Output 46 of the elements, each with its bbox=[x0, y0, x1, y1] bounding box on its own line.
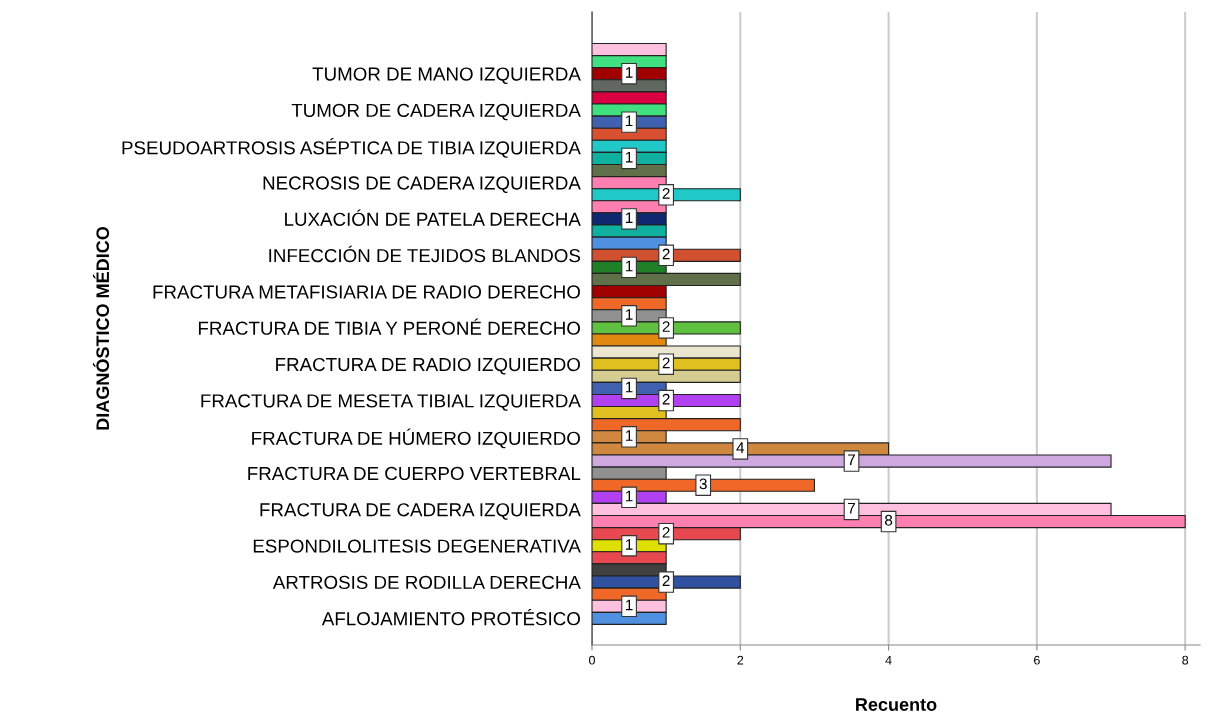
data-label: 1 bbox=[625, 212, 633, 223]
y-tick-label: FRACTURA DE TIBIA Y PERONÉ DERECHO bbox=[198, 318, 580, 335]
y-tick-label: FRACTURA DE MESETA TIBIAL IZQUIERDA bbox=[201, 394, 581, 411]
y-tick-label: FRACTURA DE RADIO IZQUIERDO bbox=[276, 357, 580, 375]
data-label: 1 bbox=[625, 151, 633, 163]
data-label: 1 bbox=[625, 67, 633, 78]
y-tick-label: FRACTURA DE CADERA IZQUIERDA bbox=[260, 503, 581, 520]
data-label: 2 bbox=[662, 321, 670, 332]
data-label: 7 bbox=[848, 454, 855, 465]
y-tick-label: AFLOJAMIENTO PROTÉSICO bbox=[321, 608, 580, 626]
data-label: 1 bbox=[625, 539, 633, 550]
data-label: 2 bbox=[662, 357, 670, 369]
data-label: 4 bbox=[736, 442, 745, 453]
x-tick-label: 2 bbox=[737, 655, 744, 665]
data-label: 1 bbox=[625, 490, 633, 502]
y-tick-label: FRACTURA METAFISIARIA DE RADIO DERECHO bbox=[153, 285, 580, 299]
data-label: 1 bbox=[625, 381, 633, 393]
x-tick-label: 6 bbox=[1034, 655, 1040, 665]
y-tick-label: FRACTURA DE HÚMERO IZQUIERDO bbox=[252, 428, 580, 449]
x-axis-title: Recuento bbox=[856, 698, 937, 711]
y-tick-label: LUXACIÓN DE PATELA DERECHA bbox=[285, 209, 581, 226]
data-label: 2 bbox=[662, 393, 670, 405]
y-tick-label: NECROSIS DE CADERA IZQUIERDA bbox=[263, 176, 581, 193]
data-label: 2 bbox=[662, 248, 670, 260]
data-label: 2 bbox=[662, 575, 670, 587]
data-label: 2 bbox=[662, 188, 670, 199]
data-label: 1 bbox=[625, 115, 633, 127]
data-label: 1 bbox=[625, 309, 633, 320]
data-label: 3 bbox=[699, 478, 707, 490]
y-tick-label: FRACTURA DE CUERPO VERTEBRAL bbox=[248, 466, 581, 481]
x-tick-label: 0 bbox=[589, 655, 595, 665]
data-label: 7 bbox=[848, 502, 855, 514]
y-tick-label: PSEUDOARTROSIS ASÉPTICA DE TIBIA IZQUIERDA bbox=[122, 138, 581, 158]
data-label: 2 bbox=[662, 526, 670, 538]
data-label: 8 bbox=[885, 514, 893, 526]
y-tick-label: TUMOR DE MANO IZQUIERDA bbox=[312, 67, 581, 85]
data-label: 1 bbox=[625, 430, 633, 441]
x-tick-label: 4 bbox=[885, 655, 892, 665]
data-label: 1 bbox=[625, 599, 633, 611]
y-tick-label: TUMOR DE CADERA IZQUIERDA bbox=[291, 103, 581, 121]
y-axis-title: DIAGNÓSTICO MÉDICO bbox=[92, 226, 110, 430]
x-tick-label: 8 bbox=[1182, 655, 1189, 665]
y-tick-label: ARTROSIS DE RODILLA DERECHA bbox=[272, 575, 581, 590]
y-tick-label: ESPONDILOLITESIS DEGENERATIVA bbox=[253, 539, 581, 553]
y-tick-label: INFECCIÓN DE TEJIDOS BLANDOS bbox=[269, 245, 581, 263]
data-label: 1 bbox=[625, 260, 633, 272]
